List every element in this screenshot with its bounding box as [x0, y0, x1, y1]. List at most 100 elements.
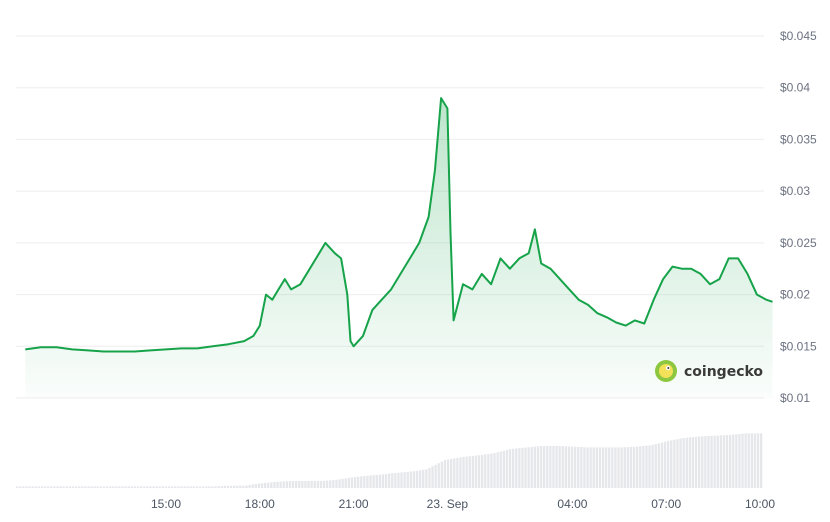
- volume-bar: [202, 486, 205, 488]
- volume-bar: [350, 477, 354, 488]
- volume-bar: [84, 486, 87, 488]
- volume-bar: [270, 482, 273, 488]
- volume-bar: [40, 486, 44, 488]
- volume-bar: [112, 486, 115, 488]
- volume-bar: [105, 486, 109, 488]
- volume-bar: [704, 436, 707, 488]
- volume-bar: [716, 435, 719, 488]
- volume-bar: [632, 446, 636, 488]
- volume-bar: [31, 486, 34, 488]
- volume-bar: [260, 483, 264, 488]
- volume-bar: [651, 444, 654, 488]
- volume-bar: [257, 483, 261, 488]
- volume-bar: [660, 442, 664, 488]
- volume-bar: [639, 446, 642, 488]
- coingecko-watermark: coingecko: [655, 360, 763, 382]
- volume-bar: [143, 486, 146, 488]
- volume-bar: [180, 486, 183, 488]
- volume-bars: [16, 433, 763, 488]
- x-tick-label: 04:00: [557, 497, 587, 511]
- volume-bar: [614, 447, 617, 488]
- gecko-logo-icon: [655, 360, 677, 382]
- volume-bar: [536, 446, 540, 488]
- volume-bar: [400, 472, 403, 488]
- volume-bar: [530, 446, 533, 488]
- volume-bar: [74, 486, 78, 488]
- volume-bar: [654, 444, 657, 488]
- volume-bar: [363, 476, 366, 488]
- volume-bar: [347, 478, 350, 488]
- volume-bar: [397, 472, 400, 488]
- volume-bar: [508, 449, 512, 488]
- volume-bar: [589, 447, 592, 488]
- volume-bar: [694, 436, 698, 488]
- volume-bar: [136, 486, 140, 488]
- volume-bar: [25, 486, 28, 488]
- volume-bar: [273, 482, 276, 488]
- volume-bar: [481, 454, 484, 488]
- volume-bar: [419, 470, 422, 488]
- volume-bar: [322, 480, 326, 488]
- volume-bar: [186, 486, 189, 488]
- volume-bar: [592, 447, 595, 488]
- volume-bar: [391, 473, 394, 488]
- volume-bar: [394, 473, 397, 488]
- volume-bar: [245, 485, 248, 488]
- volume-bar: [685, 437, 688, 488]
- volume-bar: [316, 481, 319, 488]
- volume-bar: [381, 474, 385, 488]
- volume-bar: [450, 459, 453, 488]
- price-line: [25, 97, 773, 353]
- volume-bar: [555, 445, 558, 488]
- y-tick-label: $0.035: [780, 132, 817, 146]
- volume-bar: [329, 480, 332, 488]
- volume-bar: [453, 458, 456, 488]
- volume-bar: [434, 464, 437, 488]
- volume-bar: [533, 446, 536, 488]
- volume-bar: [90, 486, 93, 488]
- x-tick-label: 07:00: [651, 497, 681, 511]
- watermark-label: coingecko: [684, 364, 763, 380]
- volume-bar: [236, 485, 239, 488]
- volume-bar: [701, 436, 704, 488]
- volume-bar: [378, 474, 381, 488]
- volume-bar: [121, 486, 124, 488]
- volume-bar: [53, 486, 56, 488]
- volume-bar: [301, 481, 304, 488]
- volume-bar: [443, 460, 447, 488]
- volume-bar: [496, 452, 499, 488]
- volume-bar: [288, 481, 292, 488]
- volume-bar: [353, 477, 357, 488]
- volume-bar: [505, 450, 509, 488]
- volume-bar: [167, 486, 171, 488]
- volume-bar: [279, 481, 282, 488]
- volume-bar: [719, 435, 722, 488]
- volume-bar: [663, 441, 667, 488]
- volume-bar: [211, 486, 214, 488]
- volume-bar: [750, 433, 753, 488]
- volume-bar: [502, 450, 505, 488]
- volume-bar: [725, 435, 729, 488]
- volume-bar: [295, 481, 298, 488]
- volume-bar: [310, 481, 313, 488]
- volume-bar: [620, 447, 623, 488]
- volume-bar: [93, 486, 96, 488]
- volume-bar: [229, 485, 233, 488]
- volume-bar: [233, 485, 236, 488]
- volume-bar: [335, 479, 338, 488]
- volume-bar: [512, 448, 515, 488]
- volume-bar: [583, 447, 586, 488]
- x-tick-label: 10:00: [745, 497, 775, 511]
- volume-bar: [499, 451, 502, 488]
- volume-bar: [102, 486, 106, 488]
- volume-bar: [87, 486, 90, 488]
- volume-bar: [611, 447, 614, 488]
- volume-bar: [59, 486, 62, 488]
- volume-bar: [577, 446, 580, 488]
- volume-bar: [319, 481, 323, 488]
- volume-bar: [412, 471, 416, 488]
- volume-bar: [127, 486, 130, 488]
- y-tick-label: $0.03: [780, 184, 810, 198]
- volume-bar: [242, 485, 245, 488]
